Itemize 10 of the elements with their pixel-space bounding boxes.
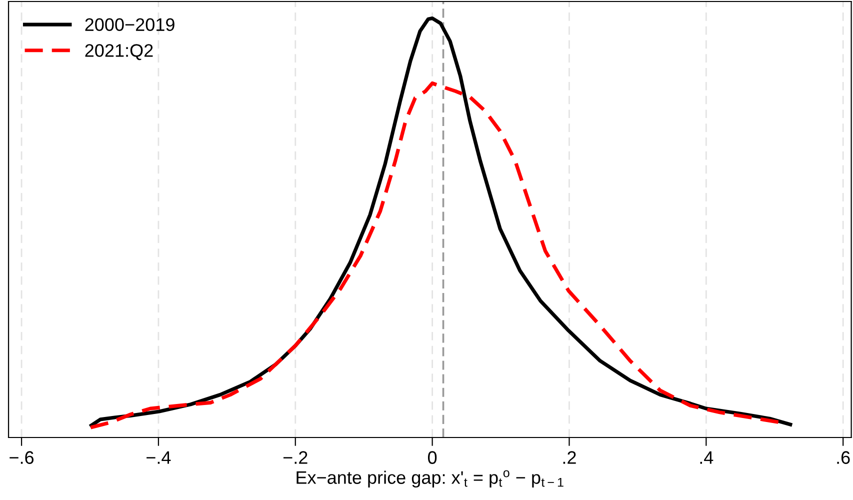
x-tick-label: −.6 [10,451,34,464]
x-tick-label: .4 [700,451,714,464]
x-axis-title: Ex−ante price gap: x'$_{t}$ = p$_{t}$$^{o}$ − p$_{t−1}$ [296,470,564,488]
legend-label: 2021:Q2 [85,44,153,60]
x-tick-label: .2 [563,451,576,464]
x-tick-label: .6 [837,451,850,464]
x-tick-label: 0 [428,451,437,464]
x-tick-label: −.2 [283,451,308,464]
x-tick-label: −.4 [146,451,171,464]
legend-label: 2000−2019 [85,18,174,32]
